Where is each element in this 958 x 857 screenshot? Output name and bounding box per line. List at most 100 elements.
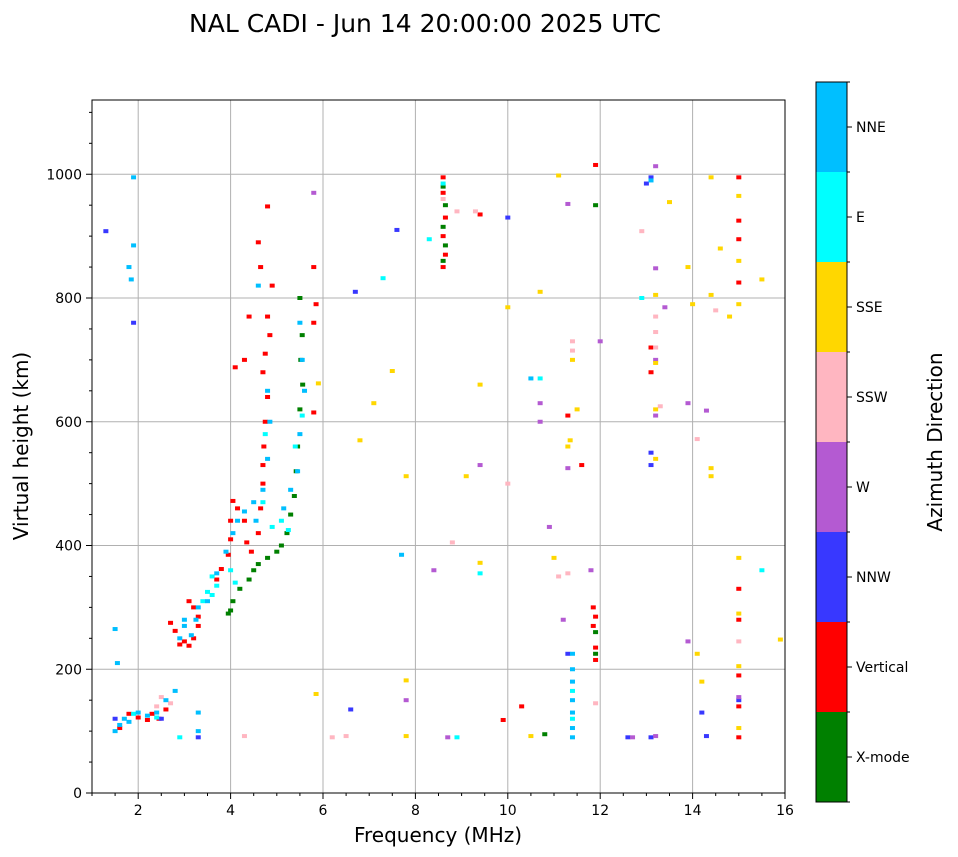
data-point bbox=[241, 734, 247, 739]
data-point bbox=[736, 302, 742, 307]
data-point bbox=[260, 481, 266, 486]
data-point bbox=[449, 540, 455, 545]
data-point bbox=[505, 481, 511, 486]
data-point bbox=[690, 302, 696, 307]
data-point bbox=[209, 593, 215, 597]
data-point bbox=[703, 408, 709, 413]
data-point bbox=[569, 726, 575, 731]
data-point bbox=[284, 531, 290, 536]
data-point bbox=[736, 617, 742, 622]
data-point bbox=[265, 555, 271, 560]
data-point bbox=[440, 190, 446, 195]
data-point bbox=[560, 617, 566, 622]
x-tick-label: 12 bbox=[591, 803, 609, 819]
data-point bbox=[736, 280, 742, 285]
data-point bbox=[736, 611, 742, 616]
data-point bbox=[727, 314, 733, 319]
data-point bbox=[181, 623, 187, 628]
data-point bbox=[117, 722, 123, 727]
data-point bbox=[357, 438, 363, 443]
data-point bbox=[260, 487, 266, 492]
data-point bbox=[288, 487, 294, 492]
data-point bbox=[399, 552, 405, 557]
data-point bbox=[662, 305, 668, 310]
data-point bbox=[117, 726, 123, 731]
data-point bbox=[759, 277, 765, 282]
y-tick-label: 800 bbox=[55, 291, 82, 307]
data-point bbox=[590, 605, 596, 610]
data-point bbox=[267, 333, 273, 338]
data-point bbox=[228, 518, 234, 523]
data-point bbox=[403, 678, 409, 683]
data-point bbox=[551, 555, 557, 560]
data-point bbox=[713, 308, 719, 313]
data-point bbox=[442, 203, 448, 208]
data-point bbox=[565, 201, 571, 206]
data-point bbox=[311, 265, 317, 270]
data-point bbox=[225, 611, 231, 616]
data-point bbox=[291, 494, 297, 498]
data-point bbox=[232, 365, 238, 370]
data-point bbox=[593, 162, 599, 167]
data-point bbox=[653, 734, 659, 739]
data-point bbox=[569, 357, 575, 362]
data-point bbox=[454, 209, 460, 214]
data-point bbox=[403, 474, 409, 479]
data-point bbox=[440, 234, 446, 239]
x-tick-label: 14 bbox=[684, 803, 702, 819]
data-point bbox=[126, 719, 132, 724]
data-point bbox=[477, 560, 483, 565]
data-point bbox=[569, 667, 575, 672]
data-point bbox=[114, 661, 120, 666]
colorbar-swatch bbox=[816, 622, 847, 712]
data-point bbox=[209, 574, 215, 579]
data-point bbox=[565, 413, 571, 418]
data-point bbox=[265, 388, 271, 393]
data-point bbox=[403, 698, 409, 703]
data-point bbox=[565, 444, 571, 449]
data-point bbox=[246, 314, 252, 319]
x-tick-label: 10 bbox=[499, 803, 517, 819]
data-point bbox=[295, 469, 301, 474]
x-tick-label: 16 bbox=[776, 803, 794, 819]
data-point bbox=[442, 215, 448, 220]
data-point bbox=[648, 370, 654, 375]
data-point bbox=[736, 726, 742, 731]
data-point bbox=[255, 240, 261, 245]
data-point bbox=[191, 605, 197, 610]
data-point bbox=[205, 599, 210, 604]
data-point bbox=[653, 345, 659, 350]
data-point bbox=[131, 243, 137, 248]
data-point bbox=[440, 181, 446, 186]
data-point bbox=[442, 243, 448, 248]
x-tick-label: 6 bbox=[319, 803, 328, 819]
data-point bbox=[537, 419, 543, 424]
data-point bbox=[235, 506, 241, 511]
data-point bbox=[205, 589, 210, 594]
data-point bbox=[288, 512, 294, 517]
data-point bbox=[188, 633, 194, 638]
data-point bbox=[200, 599, 206, 604]
data-point bbox=[186, 599, 192, 604]
data-point bbox=[297, 296, 303, 300]
data-point bbox=[181, 617, 187, 622]
data-point bbox=[639, 296, 645, 300]
data-point bbox=[218, 567, 224, 572]
data-point bbox=[699, 710, 705, 715]
colorbar-tick-label: NNE bbox=[856, 120, 886, 136]
data-point bbox=[163, 707, 169, 712]
data-point bbox=[653, 266, 659, 271]
data-point bbox=[565, 466, 571, 471]
y-tick-label: 600 bbox=[55, 415, 82, 431]
data-point bbox=[736, 695, 742, 700]
data-point bbox=[253, 518, 259, 523]
data-point bbox=[736, 704, 742, 709]
data-point bbox=[648, 463, 654, 468]
data-point bbox=[736, 218, 742, 223]
data-point bbox=[593, 651, 599, 656]
data-point bbox=[440, 224, 446, 229]
data-point bbox=[685, 265, 691, 270]
data-point bbox=[569, 735, 575, 740]
data-point bbox=[163, 698, 169, 703]
data-point bbox=[154, 710, 160, 715]
